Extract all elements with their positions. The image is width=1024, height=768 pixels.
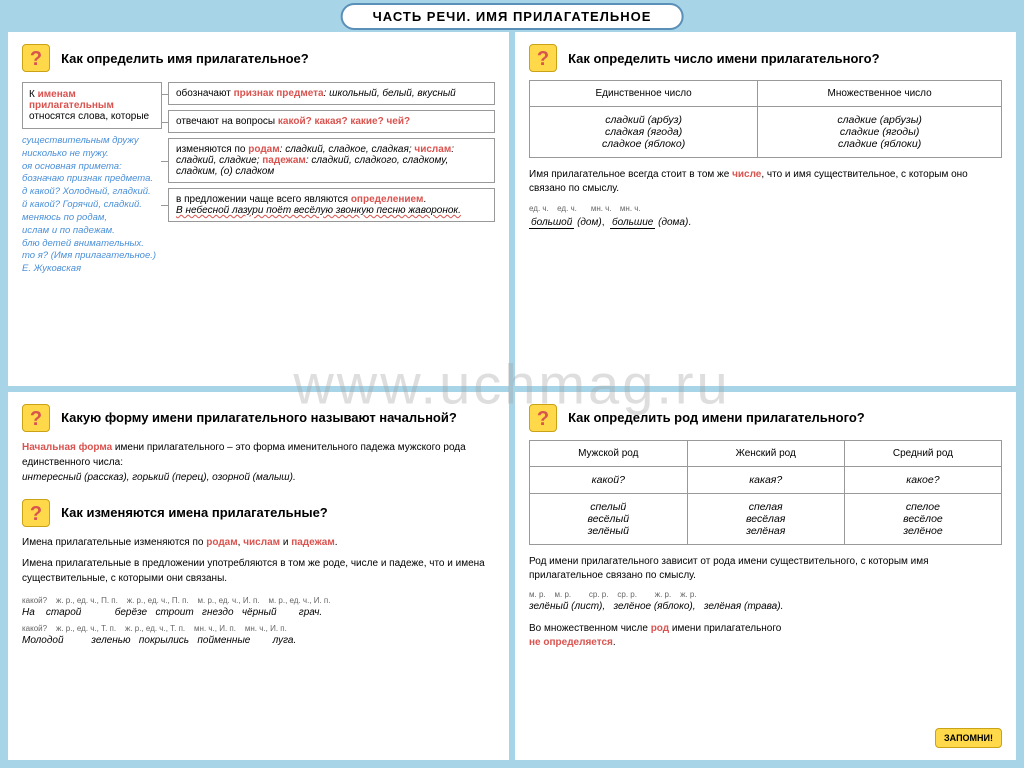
panel-initial-form: ? Какую форму имени прилагательного назы…	[8, 392, 509, 760]
q4-title: Как изменяются имена прилагательные?	[61, 505, 328, 520]
note-text: Имя прилагательное всегда стоит в том же…	[529, 168, 1002, 230]
number-table: Единственное числоМножественное число сл…	[529, 80, 1002, 158]
question-icon: ?	[22, 404, 50, 432]
rule-box-2: отвечают на вопросы какой? какая? какие?…	[168, 110, 495, 133]
rule-box-1: обозначают признак предмета: школьный, б…	[168, 82, 495, 105]
panel-number: ? Как определить число имени прилагатель…	[515, 32, 1016, 386]
answer-2: Имена прилагательные изменяются по родам…	[22, 535, 495, 586]
poem-text: существительным дружу нисколько не тужу.…	[22, 135, 162, 276]
gender-note: Род имени прилагательного зависит от род…	[529, 555, 1002, 650]
question-icon: ?	[22, 44, 50, 72]
rule-box-3: изменяются по родам: сладкий, сладкое, с…	[168, 138, 495, 183]
gender-table: Мужской родЖенский родСредний род какой?…	[529, 440, 1002, 545]
answer-1: Начальная форма имени прилагательного – …	[22, 440, 495, 485]
page-title: ЧАСТЬ РЕЧИ. ИМЯ ПРИЛАГАТЕЛЬНОЕ	[341, 3, 684, 30]
content-grid: ? Как определить имя прилагательное? К и…	[0, 0, 1024, 768]
rule-box-4: в предложении чаще всего являются опреде…	[168, 188, 495, 222]
remember-badge: ЗАПОМНИ!	[935, 728, 1002, 748]
question-icon: ?	[22, 499, 50, 527]
q1-title: Как определить имя прилагательное?	[61, 51, 309, 66]
question-icon: ?	[529, 404, 557, 432]
q5-title: Как определить род имени прилагательного…	[568, 410, 865, 425]
question-icon: ?	[529, 44, 557, 72]
panel-gender: ? Как определить род имени прилагательно…	[515, 392, 1016, 760]
panel-define-adjective: ? Как определить имя прилагательное? К и…	[8, 32, 509, 386]
q3-title: Какую форму имени прилагательного называ…	[61, 410, 457, 425]
example-diagram: какой? ж. р., ед. ч., П. п. ж. р., ед. ч…	[22, 596, 495, 646]
q2-title: Как определить число имени прилагательно…	[568, 51, 880, 66]
intro-box: К именам прилагательным относятся слова,…	[22, 82, 162, 129]
